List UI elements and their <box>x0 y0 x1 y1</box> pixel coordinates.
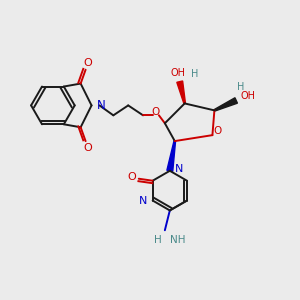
Text: H: H <box>191 69 198 79</box>
Polygon shape <box>214 98 237 111</box>
Polygon shape <box>167 141 176 171</box>
Text: O: O <box>128 172 136 182</box>
Text: O: O <box>83 58 92 68</box>
Text: H: H <box>154 235 162 245</box>
Text: OH: OH <box>170 68 185 78</box>
Polygon shape <box>177 81 185 103</box>
Text: N: N <box>97 99 105 112</box>
Text: OH: OH <box>241 91 256 100</box>
Text: O: O <box>152 107 160 117</box>
Text: N: N <box>175 164 183 174</box>
Text: O: O <box>213 126 221 136</box>
Text: N: N <box>139 196 148 206</box>
Text: H: H <box>238 82 245 92</box>
Text: O: O <box>83 143 92 153</box>
Text: NH: NH <box>170 235 185 245</box>
